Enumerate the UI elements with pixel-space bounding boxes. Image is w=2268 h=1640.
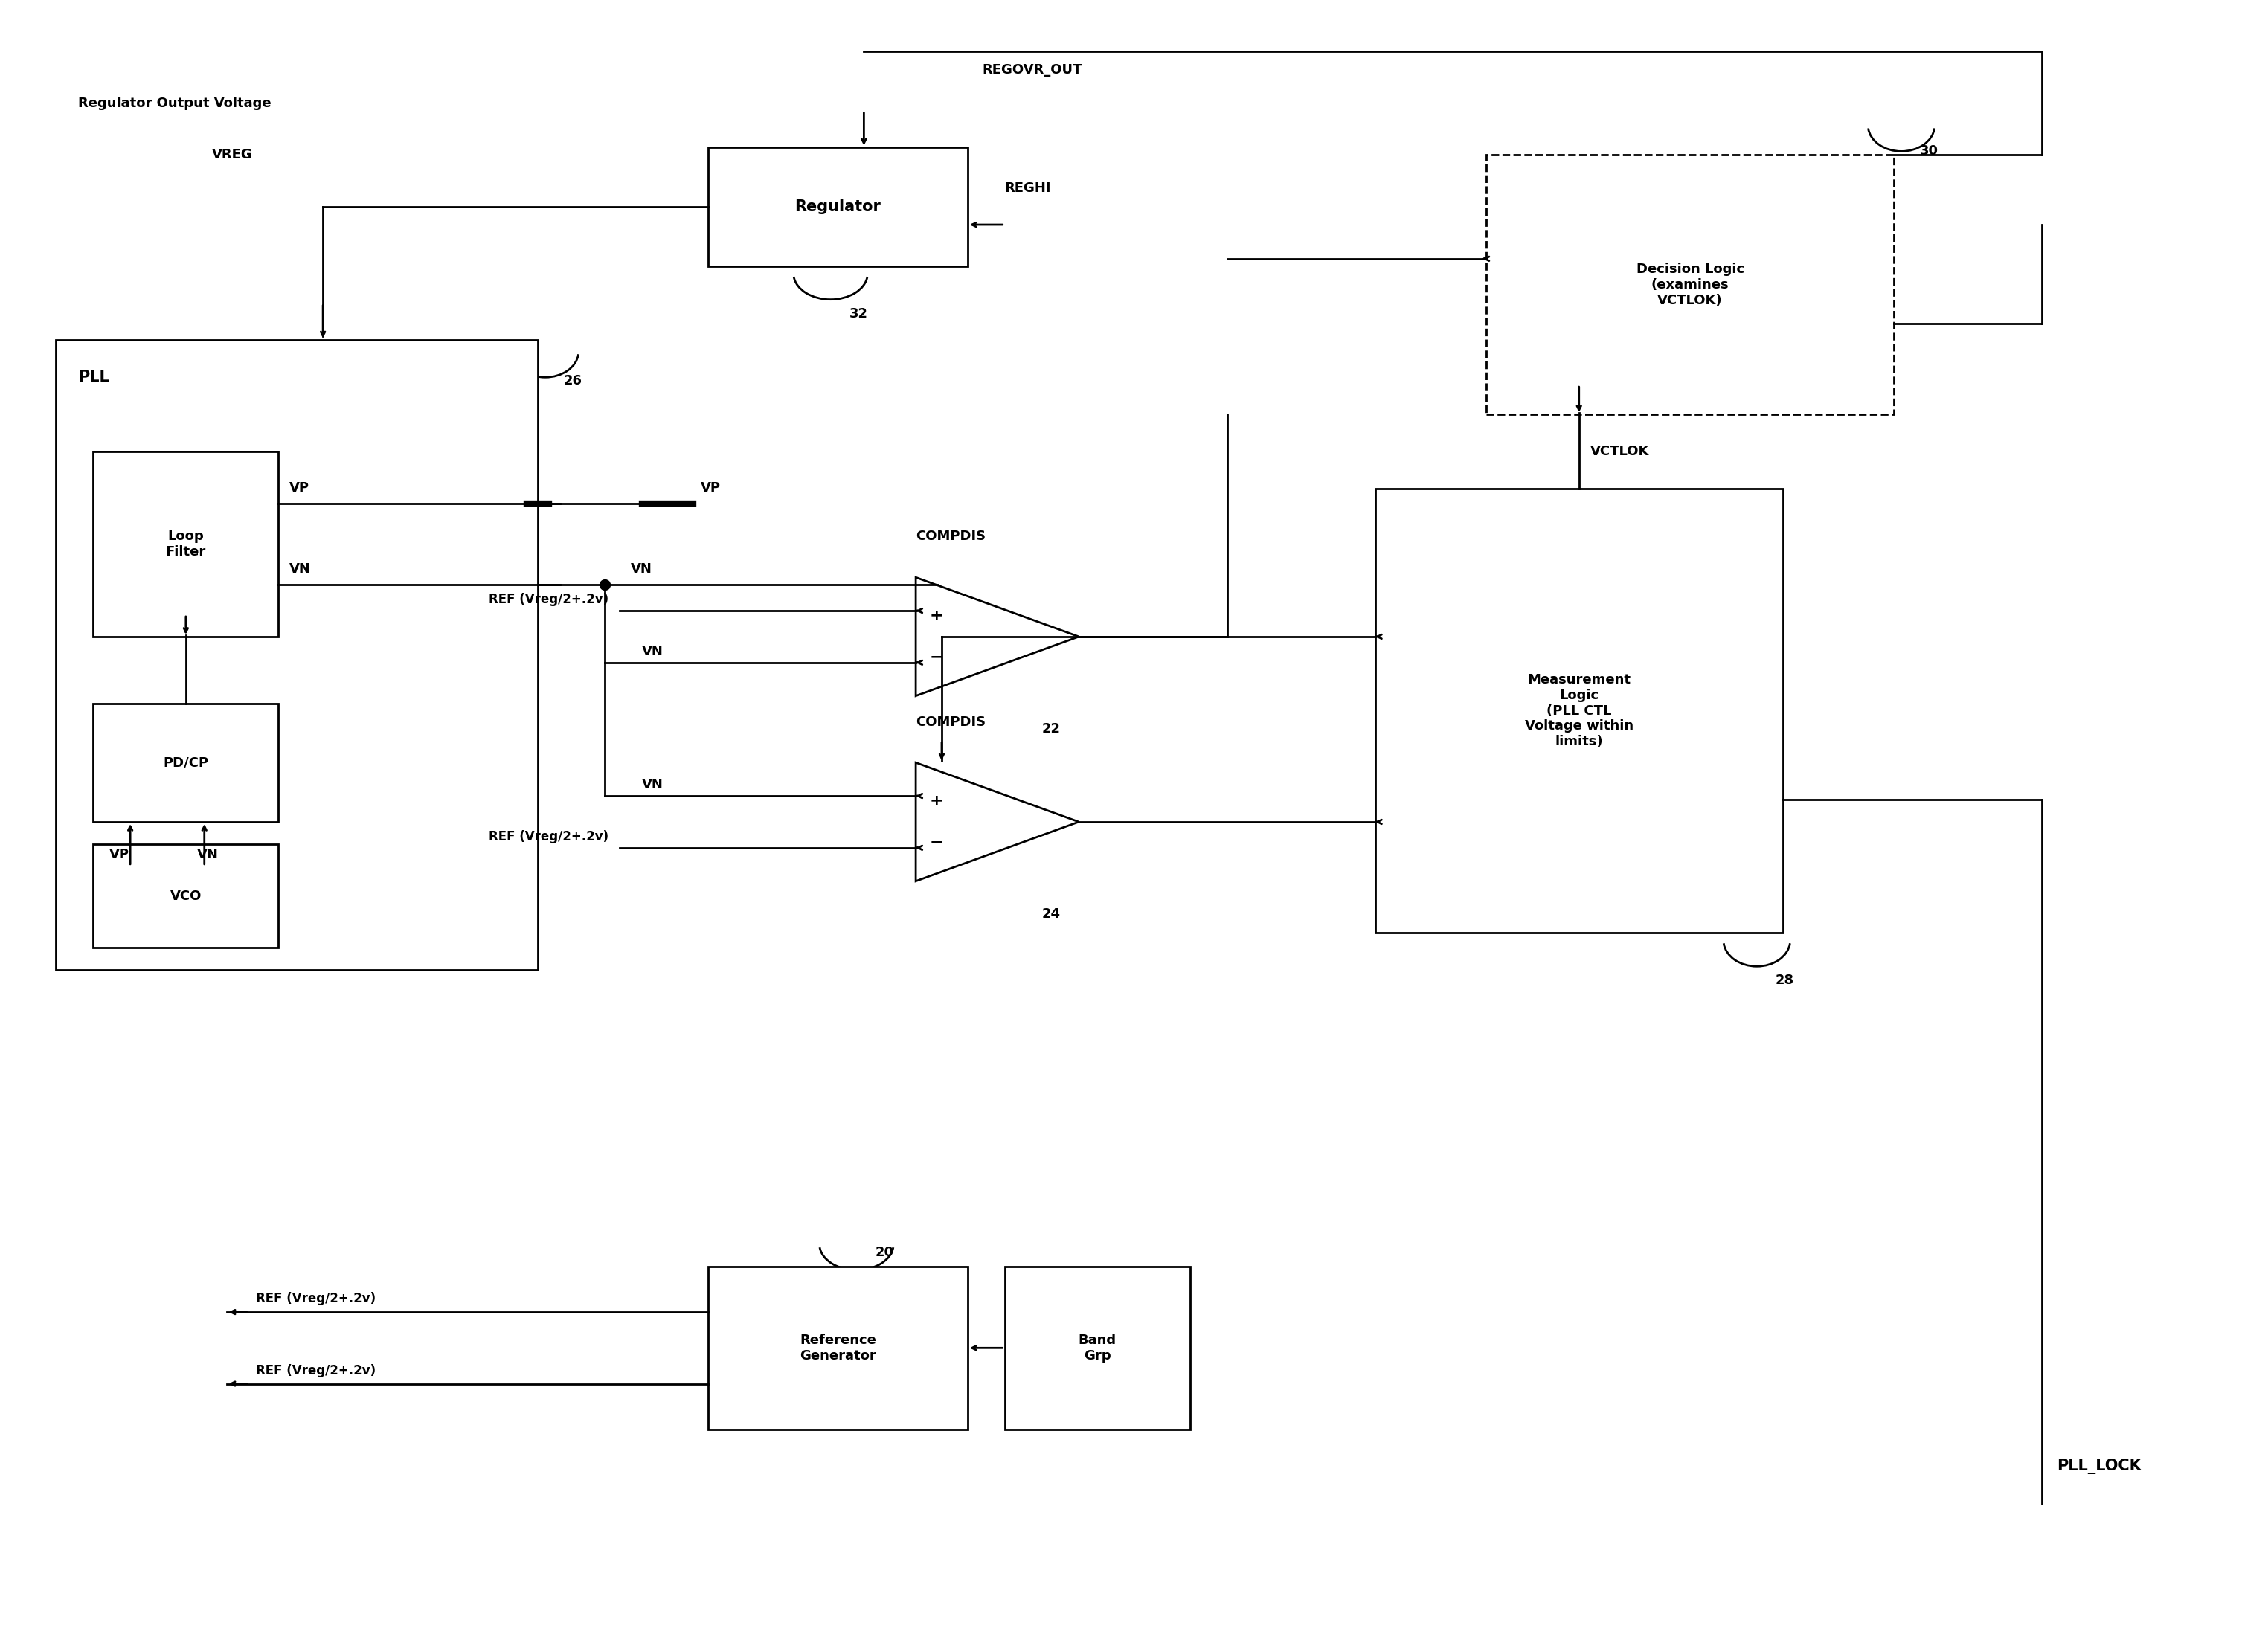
Text: VREG: VREG (211, 148, 252, 162)
Text: REF (Vreg/2+.2v): REF (Vreg/2+.2v) (256, 1364, 376, 1378)
FancyBboxPatch shape (93, 451, 279, 636)
Text: 26: 26 (565, 374, 583, 387)
Text: +: + (930, 794, 943, 809)
Text: PLL_LOCK: PLL_LOCK (2057, 1458, 2141, 1474)
Text: 28: 28 (1776, 974, 1794, 987)
Text: REF (Vreg/2+.2v): REF (Vreg/2+.2v) (488, 594, 608, 607)
Text: 32: 32 (848, 307, 869, 320)
Text: Decision Logic
(examines
VCTLOK): Decision Logic (examines VCTLOK) (1635, 262, 1744, 307)
Text: PD/CP: PD/CP (163, 756, 209, 769)
Text: −: − (930, 649, 943, 664)
Text: Loop
Filter: Loop Filter (166, 530, 206, 559)
Text: REGHI: REGHI (1005, 182, 1050, 195)
Text: VN: VN (642, 777, 662, 792)
Text: REF (Vreg/2+.2v): REF (Vreg/2+.2v) (488, 830, 608, 843)
FancyBboxPatch shape (1486, 156, 1894, 415)
Text: PLL: PLL (79, 371, 109, 385)
FancyBboxPatch shape (93, 704, 279, 822)
Text: 30: 30 (1921, 144, 1939, 157)
FancyBboxPatch shape (708, 1266, 968, 1430)
Text: COMPDIS: COMPDIS (916, 530, 987, 543)
Text: VP: VP (290, 481, 311, 494)
Text: Band
Grp: Band Grp (1077, 1333, 1116, 1363)
Text: VN: VN (290, 563, 311, 576)
Text: COMPDIS: COMPDIS (916, 715, 987, 728)
Text: 20: 20 (875, 1246, 894, 1260)
Text: VN: VN (642, 645, 662, 658)
FancyBboxPatch shape (1005, 1266, 1191, 1430)
Text: REGOVR_OUT: REGOVR_OUT (982, 62, 1082, 77)
Text: VCTLOK: VCTLOK (1590, 444, 1649, 458)
Text: REF (Vreg/2+.2v): REF (Vreg/2+.2v) (256, 1292, 376, 1305)
Text: Measurement
Logic
(PLL CTL
Voltage within
limits): Measurement Logic (PLL CTL Voltage withi… (1524, 672, 1633, 748)
Text: VP: VP (701, 481, 721, 494)
Text: VP: VP (109, 848, 129, 861)
FancyBboxPatch shape (708, 148, 968, 266)
Text: VCO: VCO (170, 889, 202, 902)
FancyBboxPatch shape (1374, 489, 1783, 933)
Text: VN: VN (631, 563, 651, 576)
Text: −: − (930, 835, 943, 850)
FancyBboxPatch shape (57, 339, 538, 969)
Text: Reference
Generator: Reference Generator (801, 1333, 875, 1363)
Text: 22: 22 (1041, 722, 1061, 735)
Text: VN: VN (197, 848, 218, 861)
Text: Regulator Output Voltage: Regulator Output Voltage (79, 97, 272, 110)
Text: 24: 24 (1041, 907, 1061, 920)
Text: +: + (930, 608, 943, 623)
Text: Regulator: Regulator (794, 200, 880, 215)
FancyBboxPatch shape (93, 845, 279, 948)
